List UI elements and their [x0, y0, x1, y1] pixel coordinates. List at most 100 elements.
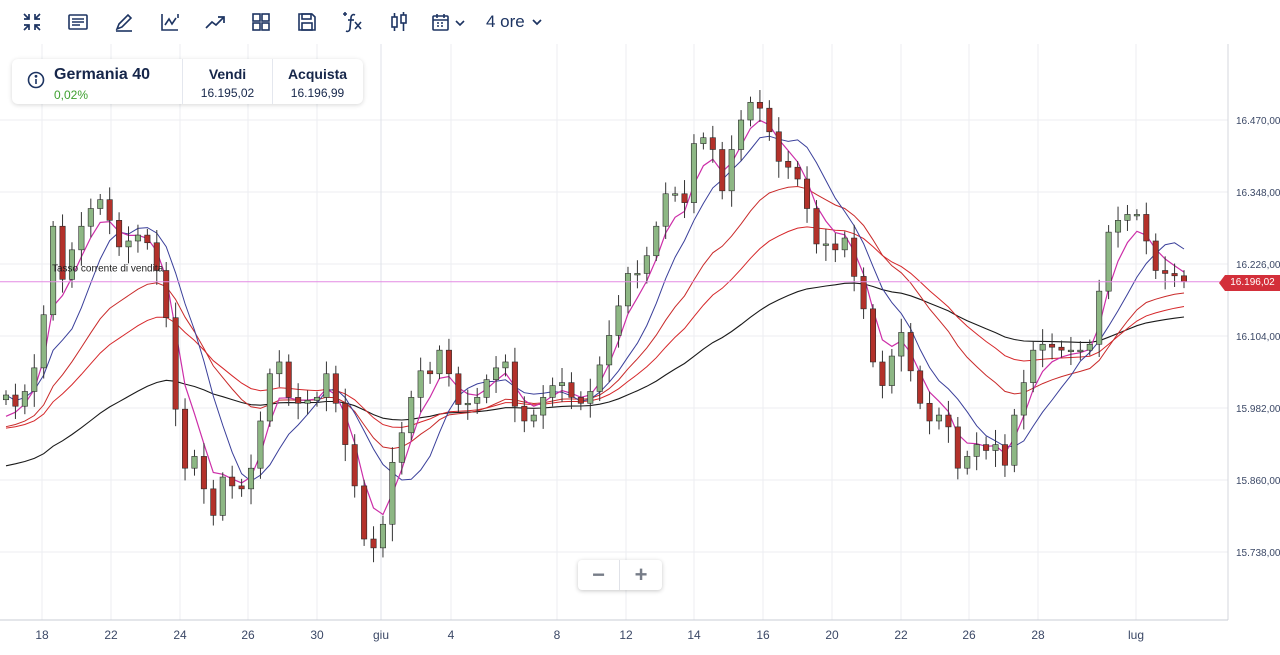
- candle-body: [21, 391, 28, 407]
- candle-body: [672, 193, 679, 196]
- ma-medium-line: [5, 135, 1185, 482]
- candle-body: [153, 242, 160, 271]
- candle-body: [59, 225, 66, 280]
- ma-long-line: [5, 282, 1185, 467]
- candle-body: [445, 349, 452, 375]
- chart-area[interactable]: 16.470,00 16.348,00 16.226,00 16.104,00 15.9…: [0, 44, 1280, 655]
- info-icon[interactable]: [27, 71, 45, 89]
- collapse-icon[interactable]: [15, 5, 49, 39]
- candle-body: [992, 444, 999, 451]
- toolbar: 4 ore: [0, 0, 1280, 44]
- candle-body: [483, 379, 490, 398]
- x-tick-label: 30: [310, 628, 324, 642]
- buy-price: 16.196,99: [290, 86, 345, 100]
- candle-body: [332, 373, 339, 404]
- candle-body: [624, 273, 631, 307]
- x-tick-label: 28: [1031, 628, 1045, 642]
- candle-body: [690, 143, 697, 203]
- x-tick-label: 24: [173, 628, 187, 642]
- candle-body: [1143, 214, 1150, 242]
- candle-body: [313, 397, 320, 401]
- candle-body: [596, 364, 603, 392]
- candle-body: [31, 367, 38, 392]
- candle-body: [728, 149, 735, 192]
- candle-body: [257, 420, 264, 469]
- candle-body: [822, 243, 829, 246]
- candle-body: [1124, 214, 1131, 221]
- price-chart[interactable]: 16.470,00 16.348,00 16.226,00 16.104,00 15.9…: [0, 44, 1280, 655]
- save-icon[interactable]: [290, 5, 324, 39]
- candle-body: [229, 476, 236, 487]
- sell-button[interactable]: Vendi 16.195,02: [182, 59, 272, 104]
- x-tick-label: 20: [825, 628, 839, 642]
- sell-rate-label: Tasso corrente di vendita: [52, 264, 164, 275]
- candle-body: [398, 432, 405, 463]
- candle-body: [898, 332, 905, 357]
- zoom-in-button[interactable]: +: [634, 562, 648, 587]
- candle-body: [587, 391, 594, 404]
- zoom-out-button[interactable]: −: [578, 560, 620, 590]
- trend-up-icon[interactable]: [198, 5, 232, 39]
- candle-body: [116, 220, 123, 248]
- candlestick-type-icon[interactable]: [382, 5, 416, 39]
- candle-body: [1039, 343, 1046, 351]
- candle-body: [370, 538, 377, 549]
- candle-body: [879, 361, 886, 386]
- candle-body: [935, 414, 942, 422]
- candle-body: [1049, 343, 1056, 348]
- candle-body: [1115, 220, 1122, 233]
- buy-button[interactable]: Acquista 16.196,99: [272, 59, 362, 104]
- candle-body: [106, 199, 113, 221]
- x-tick-label: 8: [554, 628, 561, 642]
- candle-body: [379, 523, 386, 549]
- sell-label: Vendi: [208, 66, 247, 82]
- calendar-icon[interactable]: [428, 5, 472, 39]
- candle-body: [276, 361, 283, 375]
- candle-body: [427, 370, 434, 375]
- candle-body: [87, 208, 94, 227]
- candle-body: [775, 131, 782, 162]
- current-price-tag: 16.196,02: [1219, 275, 1280, 291]
- x-tick-label: 26: [241, 628, 255, 642]
- candle-body: [794, 166, 801, 180]
- candle-body: [964, 456, 971, 469]
- candle-body: [323, 373, 330, 398]
- candle-body: [1011, 414, 1018, 466]
- candle-body: [530, 414, 537, 422]
- ma-slow-line-2: [5, 185, 1185, 450]
- candle-body: [709, 137, 716, 150]
- candle-body: [285, 361, 292, 398]
- candle-body: [700, 137, 707, 144]
- candle-body: [144, 234, 151, 244]
- x-tick-label: 4: [448, 628, 455, 642]
- x-tick-label: 22: [104, 628, 118, 642]
- y-tick-label: 15.982,00: [1236, 404, 1280, 415]
- candle-body: [163, 270, 170, 319]
- function-fx-icon[interactable]: [336, 5, 370, 39]
- candle-body: [97, 199, 104, 209]
- candle-body: [643, 255, 650, 274]
- candle-body: [351, 444, 358, 487]
- candle-body: [68, 249, 75, 280]
- candle-body: [1067, 349, 1074, 352]
- y-tick-label: 15.860,00: [1236, 476, 1280, 487]
- instrument-name: Germania 40: [54, 66, 151, 83]
- candle-body: [172, 317, 179, 410]
- timeframe-select[interactable]: 4 ore: [486, 5, 543, 39]
- candle-body: [738, 119, 745, 150]
- grid-layout-icon[interactable]: [244, 5, 278, 39]
- candle-body: [973, 444, 980, 457]
- zoom-controls: − +: [578, 560, 662, 590]
- candle-body: [1020, 382, 1027, 416]
- y-tick-label: 16.104,00: [1236, 332, 1280, 343]
- candle-body: [50, 225, 57, 316]
- news-icon[interactable]: [61, 5, 95, 39]
- candle-body: [304, 400, 311, 404]
- x-tick-label: 14: [687, 628, 701, 642]
- candle-body: [238, 485, 245, 490]
- candle-body: [785, 161, 792, 168]
- instrument-box: Germania 40 0,02%: [12, 59, 182, 104]
- draw-pencil-icon[interactable]: [107, 5, 141, 39]
- indicator-wave-icon[interactable]: [153, 5, 187, 39]
- candle-body: [719, 149, 726, 192]
